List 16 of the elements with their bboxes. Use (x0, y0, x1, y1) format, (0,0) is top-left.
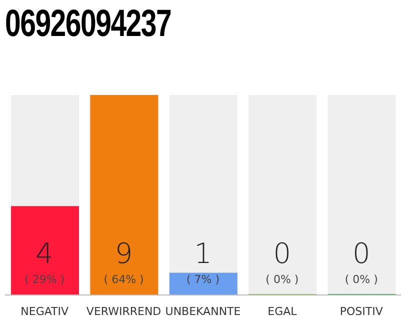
data-label: 4 (36, 237, 54, 270)
chart-title: 06926094237 (5, 2, 172, 47)
x-tick-label: POSITIV (340, 305, 384, 318)
data-label: 0 (273, 237, 292, 270)
data-label: 0 (352, 237, 370, 270)
x-tick-label: VERWIRREND (86, 305, 162, 318)
annotation: ( 64% ) (104, 273, 144, 286)
annotation: ( 0% ) (344, 273, 378, 286)
x-tick-label: EGAL (268, 305, 298, 318)
annotation: ( 7% ) (186, 273, 220, 286)
data-label: 1 (194, 237, 212, 270)
annotation: ( 29% ) (24, 273, 65, 286)
x-tick-label: UNBEKANNTE (165, 305, 241, 318)
annotation: ( 0% ) (266, 273, 299, 286)
data-label: 9 (114, 237, 133, 270)
x-tick-label: NEGATIV (20, 305, 69, 318)
